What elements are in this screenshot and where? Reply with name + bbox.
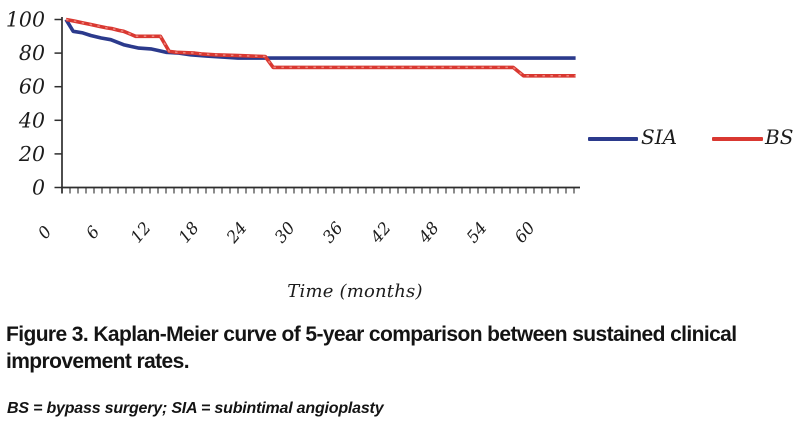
legend-line-sia <box>588 137 638 141</box>
y-tick-label: 100 <box>6 8 45 32</box>
x-tick-label: 60 <box>511 218 539 246</box>
series-line-SIA <box>64 18 576 60</box>
figure-caption: Figure 3. Kaplan-Meier curve of 5-year c… <box>6 323 737 373</box>
x-tick-label: 48 <box>414 218 443 247</box>
x-axis-title: Time (months) <box>287 281 423 302</box>
y-tick-label: 80 <box>19 41 45 65</box>
x-tick-label: 36 <box>319 218 347 246</box>
series-markers-BS <box>65 18 576 77</box>
x-tick-label: 30 <box>271 218 299 246</box>
legend-line-bs <box>712 137 763 141</box>
y-tick-label: 40 <box>18 108 45 132</box>
y-tick-label: 20 <box>18 142 45 166</box>
legend-label-bs: BS <box>765 125 794 149</box>
x-tick-label: 42 <box>366 218 395 247</box>
legend-label-sia: SIA <box>641 125 678 149</box>
x-tick-label: 24 <box>222 218 251 247</box>
kaplan-meier-chart: 0 20 40 60 80 100 0 6 12 18 24 30 36 42 48 54 60 Time (m… <box>6 8 794 303</box>
y-tick-label: 60 <box>19 75 45 99</box>
y-tick-label: 0 <box>32 176 45 200</box>
x-tick-label: 18 <box>175 218 203 246</box>
x-tick-label: 0 <box>34 222 55 242</box>
chart-canvas: 0 20 40 60 80 100 0 6 12 18 24 30 36 42 48 54 60 <box>6 8 580 247</box>
figure-footnote: BS = bypass surgery; SIA = subintimal an… <box>7 400 384 417</box>
x-tick-label: 12 <box>127 218 155 246</box>
x-tick-label: 6 <box>82 222 103 242</box>
x-tick-label: 54 <box>463 218 491 246</box>
